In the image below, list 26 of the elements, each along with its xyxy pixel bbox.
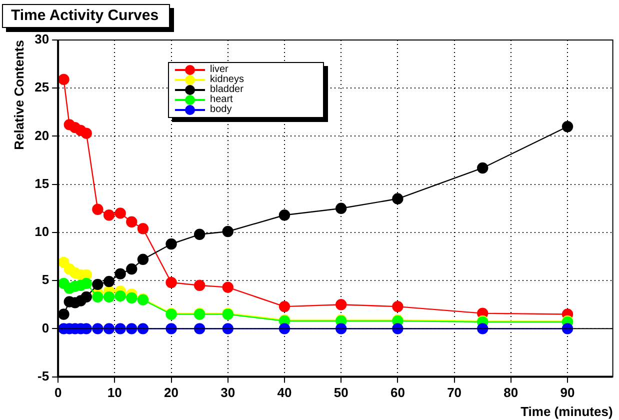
x-axis-title: Time (minutes)	[520, 404, 613, 419]
x-tick-label: 30	[220, 385, 236, 400]
chart-title: Time Activity Curves	[2, 4, 170, 28]
x-tick-label: 70	[447, 385, 462, 400]
y-tick-label: 5	[42, 272, 50, 288]
y-tick-label: 25	[34, 80, 50, 95]
y-tick-label: 10	[34, 224, 50, 240]
x-tick-label: 20	[164, 385, 179, 400]
legend-label: body	[210, 104, 232, 115]
x-tick-label: 80	[504, 385, 518, 400]
y-tick-label: -5	[37, 368, 50, 384]
legend-label: liver	[210, 64, 228, 75]
legend-label: bladder	[210, 84, 244, 95]
y-tick-label: 15	[34, 176, 50, 191]
x-tick-label: 0	[54, 385, 62, 400]
y-tick-label: 20	[34, 128, 50, 143]
x-tick-label: 10	[107, 385, 122, 400]
x-tick-label: 60	[390, 385, 405, 400]
legend-label: kidneys	[210, 74, 244, 85]
x-tick-label: 50	[334, 385, 348, 400]
x-tick-label: 40	[277, 385, 292, 400]
y-tick-label: 30	[34, 32, 50, 47]
legend-label: heart	[210, 94, 233, 105]
y-tick-label: 0	[42, 320, 50, 336]
x-tick-label: 90	[560, 385, 575, 400]
y-axis-title: Relative Contents	[11, 40, 26, 150]
